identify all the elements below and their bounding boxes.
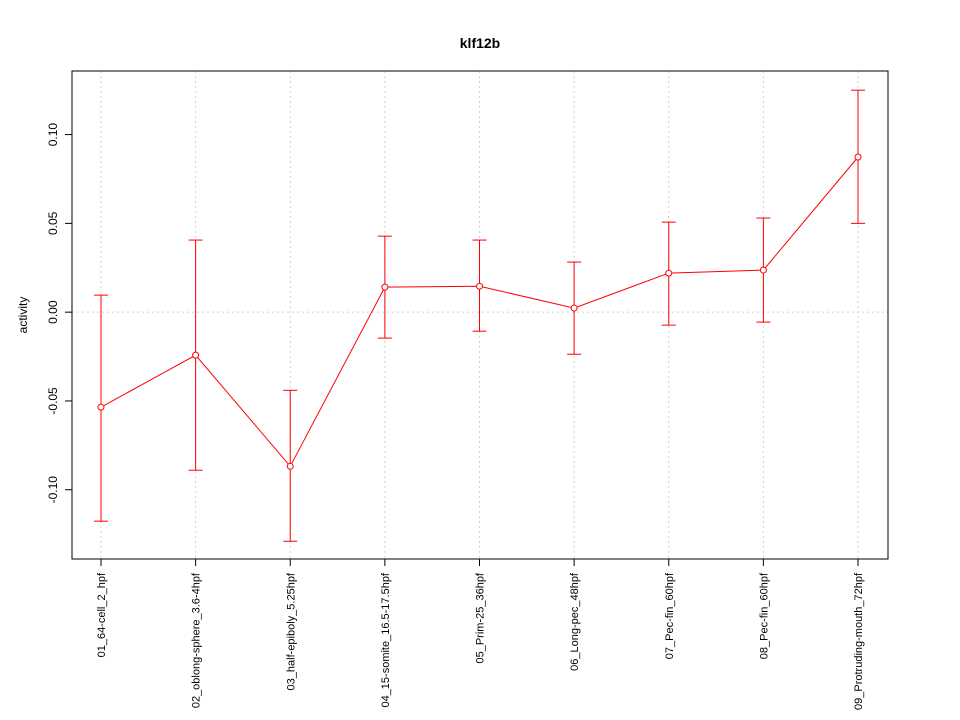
data-point: [381, 283, 389, 291]
x-tick-label: 04_15-somite_16.5-17.5hpf: [380, 572, 392, 707]
data-point: [192, 351, 200, 359]
y-tick-label: 0.00: [46, 300, 60, 324]
y-axis-label: activity: [16, 297, 30, 334]
data-point: [570, 304, 578, 312]
y-tick-label: -0.10: [46, 476, 60, 504]
x-tick-label: 09_Protruding-mouth_72hpf: [853, 572, 865, 710]
y-tick-label: 0.05: [46, 211, 60, 235]
data-point: [759, 266, 767, 274]
x-tick-label: 08_Pec-fin_60hpf: [758, 572, 770, 659]
chart-title: klf12b: [460, 35, 500, 51]
data-point: [854, 153, 862, 161]
data-point: [476, 282, 483, 290]
x-tick-label: 07_Pec-fin_60hpf: [664, 572, 676, 659]
plot-frame: [71, 70, 889, 560]
x-tick-label: 06_Long-pec_48hpf: [569, 572, 581, 671]
x-tick-label: 02_oblong-sphere_3.6-4hpf: [191, 572, 203, 708]
y-tick-label: -0.05: [46, 387, 60, 415]
y-tick-label: 0.10: [46, 123, 60, 147]
x-tick-label: 03_half-epiboly_5.25hpf: [285, 572, 297, 690]
x-tick-label: 05_Prim-25_36hpf: [475, 572, 487, 663]
data-point: [665, 269, 673, 277]
data-point: [286, 462, 294, 470]
data-point: [97, 403, 105, 411]
x-tick-label: 01_64-cell_2_hpf: [96, 572, 108, 657]
